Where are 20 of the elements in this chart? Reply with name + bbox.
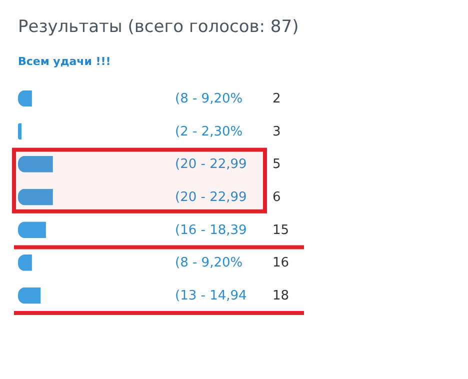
data-label: (2 - 2,30% <box>175 124 243 140</box>
bar <box>18 222 46 238</box>
text: Результаты (всего голосов: 87) <box>18 17 299 37</box>
y-tick-label: 16 <box>272 256 290 271</box>
data-label: (16 - 18,39 <box>175 222 247 238</box>
data-label: (20 - 22,99 <box>175 190 247 205</box>
data-label: (8 - 9,20% <box>175 256 243 271</box>
bar <box>18 287 41 304</box>
data-label: (20 - 22,99 <box>175 157 247 172</box>
y-tick-label: 6 <box>272 190 281 205</box>
y-tick-label: 18 <box>272 288 290 304</box>
bar <box>18 156 53 172</box>
data-label: (8 - 9,20% <box>175 91 243 106</box>
bar <box>18 188 53 206</box>
data-label: (13 - 14,94 <box>175 288 247 304</box>
y-tick-label: 2 <box>272 91 281 106</box>
chart-subtitle: Всем удачи !!! <box>18 55 111 68</box>
y-tick-label: 3 <box>272 124 281 140</box>
y-tick-label: 15 <box>272 222 290 238</box>
y-tick-label: 5 <box>272 157 281 172</box>
